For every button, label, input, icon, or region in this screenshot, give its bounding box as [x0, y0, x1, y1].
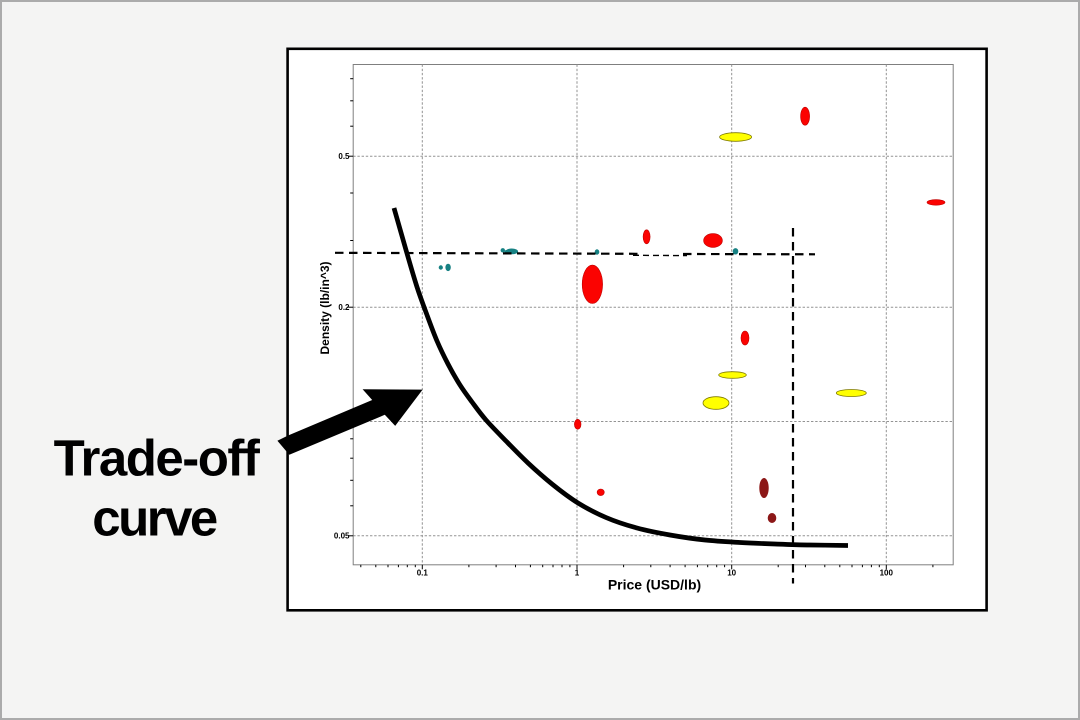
svg-text:100: 100 — [880, 569, 894, 578]
svg-text:Price (USD/lb): Price (USD/lb) — [608, 577, 701, 593]
svg-text:Trade-off: Trade-off — [54, 430, 261, 487]
svg-text:0.2: 0.2 — [338, 303, 350, 312]
svg-text:Density (lb/in^3): Density (lb/in^3) — [318, 261, 332, 354]
svg-text:0.05: 0.05 — [334, 532, 350, 541]
svg-text:0.1: 0.1 — [417, 569, 429, 578]
svg-text:1: 1 — [575, 569, 580, 578]
svg-text:0.5: 0.5 — [338, 152, 350, 161]
svg-text:10: 10 — [727, 569, 736, 578]
svg-text:curve: curve — [92, 490, 217, 547]
